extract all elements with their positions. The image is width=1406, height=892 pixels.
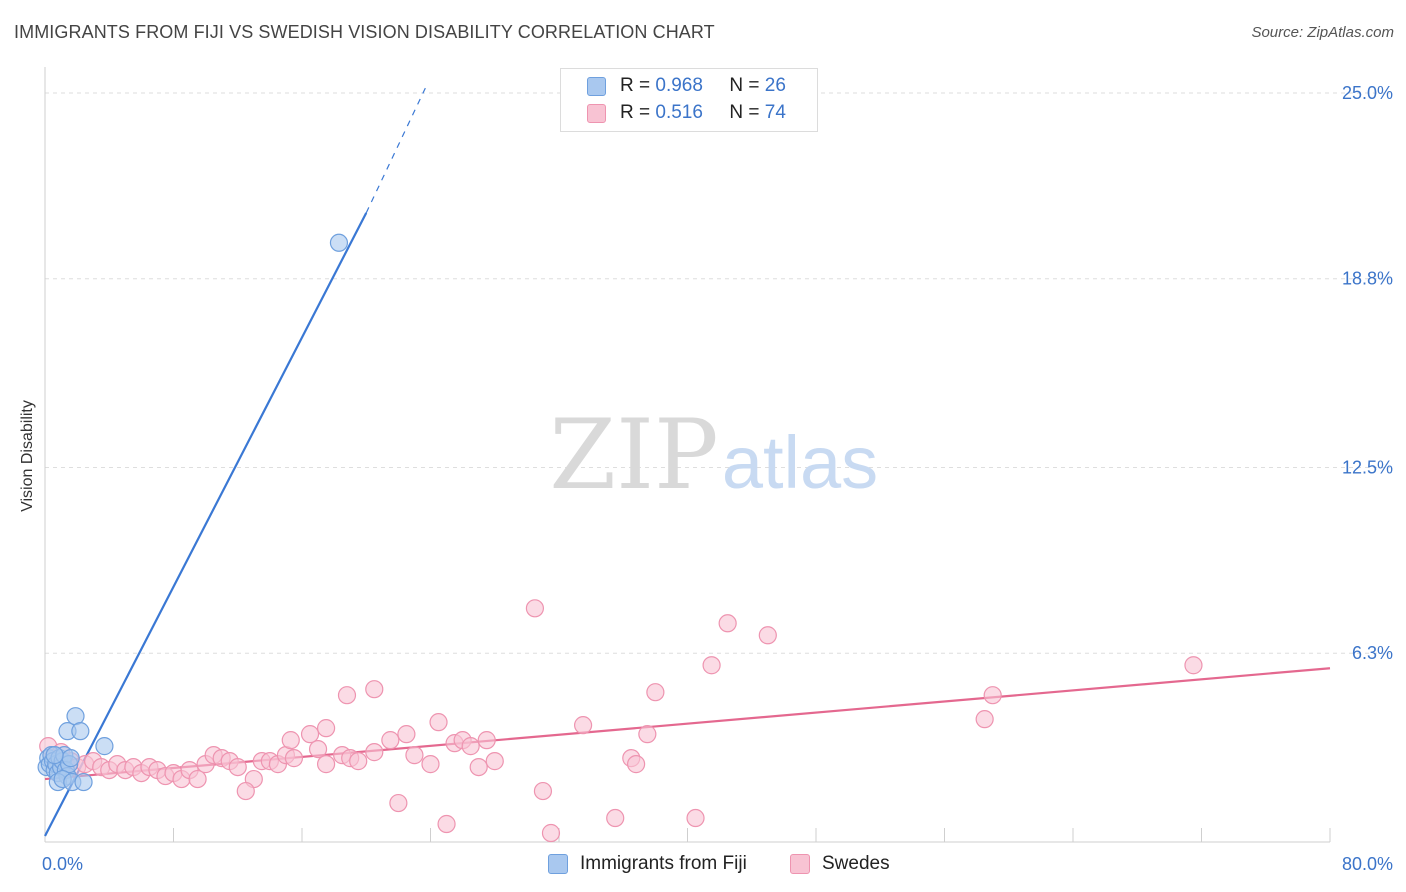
swede-point [389, 793, 408, 813]
y-tick-label: 18.8% [1342, 269, 1393, 289]
legend-row-fiji: R = 0.968 N = 26 [587, 74, 786, 98]
swede-point [702, 656, 721, 675]
bottom-legend-swatch-swedes [790, 854, 810, 874]
swede-point [188, 769, 207, 789]
swede-point [646, 683, 665, 702]
legend-swatch-swedes [587, 103, 606, 123]
swede-point [437, 814, 456, 834]
swede-point [349, 752, 368, 771]
fiji-point [74, 772, 93, 792]
swede-point [1184, 656, 1203, 675]
swede-point [429, 713, 448, 732]
swede-point [758, 626, 777, 645]
source-credit: Source: ZipAtlas.com [1251, 24, 1394, 41]
swede-point [316, 719, 336, 738]
swede-point [365, 680, 384, 699]
swede-point [606, 808, 625, 828]
legend-n-label: N = [729, 102, 765, 123]
bottom-legend-label-swedes: Swedes [822, 853, 890, 874]
fiji-trendline-extension [365, 83, 428, 214]
bottom-legend-swatch-fiji [548, 854, 568, 874]
swede-point [541, 823, 561, 843]
swede-point [405, 746, 424, 765]
swede-point [365, 743, 384, 762]
y-tick-labels: 6.3% 12.5% 18.8% 25.0% [1342, 83, 1393, 663]
gridlines [45, 92, 1390, 654]
chart-title: IMMIGRANTS FROM FIJI VS SWEDISH VISION D… [14, 22, 715, 42]
legend-r-value: 0.516 [655, 102, 703, 123]
fiji-point [95, 737, 114, 756]
y-tick-label: 6.3% [1352, 643, 1393, 663]
swede-point [421, 755, 440, 774]
legend-n-label: N = [729, 75, 765, 96]
swede-point [308, 740, 328, 759]
x-tick-labels: 0.0% 80.0% [42, 854, 1393, 874]
swede-point [461, 737, 480, 756]
swede-point [525, 599, 545, 618]
swede-point [533, 781, 553, 801]
swede-point [638, 725, 657, 744]
swede-point [718, 614, 737, 633]
swede-point [284, 749, 304, 768]
x-tick-label: 80.0% [1342, 854, 1393, 874]
swede-point [337, 686, 357, 705]
legend-r-label: R = [620, 75, 656, 96]
swede-point [975, 710, 994, 729]
y-tick-label: 12.5% [1342, 457, 1393, 477]
legend-n-value: 26 [764, 75, 786, 96]
axes [44, 67, 1331, 843]
swede-point [983, 686, 1002, 705]
bottom-legend-label-fiji: Immigrants from Fiji [580, 853, 747, 874]
swede-point [228, 757, 247, 777]
swede-point [381, 731, 400, 750]
swede-point [316, 755, 336, 774]
legend-r-label: R = [620, 102, 656, 123]
x-tick-label: 0.0% [42, 854, 83, 874]
fiji-point [61, 749, 80, 768]
watermark-atlas: atlas [722, 421, 878, 504]
correlation-legend: R = 0.968 N = 26 R = 0.516 N = 74 [560, 68, 818, 132]
swede-point [686, 808, 705, 828]
swede-point [469, 757, 488, 777]
swede-point [573, 716, 593, 735]
bottom-legend-swedes: Swedes [790, 851, 890, 877]
fiji-point [45, 746, 64, 765]
fiji-point [329, 233, 349, 252]
fiji-trendline [44, 212, 368, 837]
swede-point [300, 725, 320, 744]
fiji-point [71, 722, 90, 741]
legend-n-value: 74 [764, 102, 786, 123]
legend-swatch-fiji [587, 76, 606, 96]
y-tick-label: 25.0% [1342, 83, 1393, 103]
swede-point [485, 752, 504, 771]
scatter-points [37, 233, 1203, 843]
bottom-legend-fiji: Immigrants from Fiji [548, 851, 747, 877]
legend-r-value: 0.968 [655, 75, 703, 96]
swede-point [281, 731, 300, 750]
swede-point [626, 755, 646, 774]
watermark-zip: ZIP [549, 399, 718, 511]
swede-point [477, 731, 496, 750]
legend-row-swedes: R = 0.516 N = 74 [587, 101, 786, 125]
fiji-point [66, 707, 85, 726]
y-axis-label: Vision Disability [19, 400, 36, 512]
swede-point [397, 725, 416, 744]
swede-point [236, 781, 255, 801]
